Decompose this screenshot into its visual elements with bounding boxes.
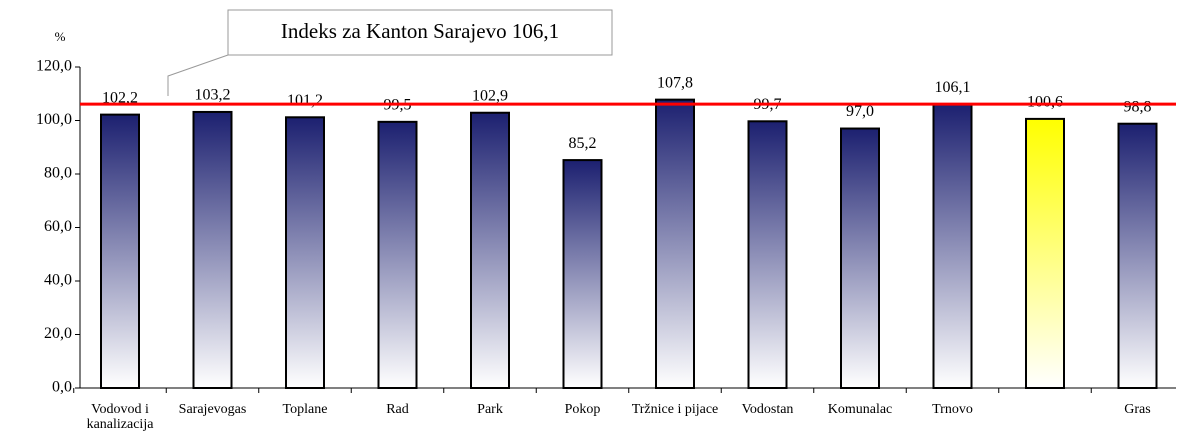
data-label: 85,2 xyxy=(569,135,597,152)
bar xyxy=(100,113,140,390)
y-axis-label: % xyxy=(55,29,66,44)
y-tick-label: 60,0 xyxy=(44,218,72,235)
y-tick-label: 120,0 xyxy=(36,58,72,75)
bar xyxy=(655,98,695,389)
data-label: 101,2 xyxy=(287,92,323,109)
data-label: 103,2 xyxy=(195,87,231,104)
data-label: 100,6 xyxy=(1027,94,1063,111)
x-tick-label: Toplane xyxy=(282,402,328,417)
bar xyxy=(285,116,325,389)
x-tick-label: Park xyxy=(477,402,503,417)
data-label: 107,8 xyxy=(657,74,693,91)
bar xyxy=(840,127,880,389)
x-tick-label: Vodostan xyxy=(741,402,794,417)
bar xyxy=(470,111,510,390)
bar xyxy=(932,103,973,390)
x-tick-label: Sarajevogas xyxy=(178,402,247,417)
y-tick-label: 80,0 xyxy=(44,165,72,182)
x-tick-label: Pokop xyxy=(564,402,601,417)
annotation-connector xyxy=(167,54,229,96)
bar xyxy=(192,110,233,389)
data-label: 102,9 xyxy=(472,87,508,104)
x-tick-label: Tržnice i pijace xyxy=(631,402,719,417)
bar xyxy=(377,120,418,390)
x-tick-label: Vodovod i kanalizacija xyxy=(86,402,154,432)
bar xyxy=(562,159,603,389)
y-tick-label: 20,0 xyxy=(44,325,72,342)
y-tick-label: 40,0 xyxy=(44,272,72,289)
bar xyxy=(1025,117,1065,390)
data-label: 97,0 xyxy=(846,103,874,120)
x-tick-label: Gras xyxy=(1124,402,1151,417)
data-label: 102,2 xyxy=(102,89,138,106)
x-tick-label: Komunalac xyxy=(827,402,893,417)
data-label: 98,8 xyxy=(1124,98,1152,115)
y-tick-label: 100,0 xyxy=(36,111,72,128)
x-tick-label: Rad xyxy=(386,402,409,417)
y-tick-label: 0,0 xyxy=(52,379,72,396)
data-label: 106,1 xyxy=(935,79,971,96)
annotation: Indeks za Kanton Sarajevo 106,1 xyxy=(281,19,559,43)
annotation-box xyxy=(227,9,613,56)
bar xyxy=(1117,122,1158,390)
x-tick-label: Trnovo xyxy=(932,402,973,417)
bar xyxy=(747,120,788,390)
